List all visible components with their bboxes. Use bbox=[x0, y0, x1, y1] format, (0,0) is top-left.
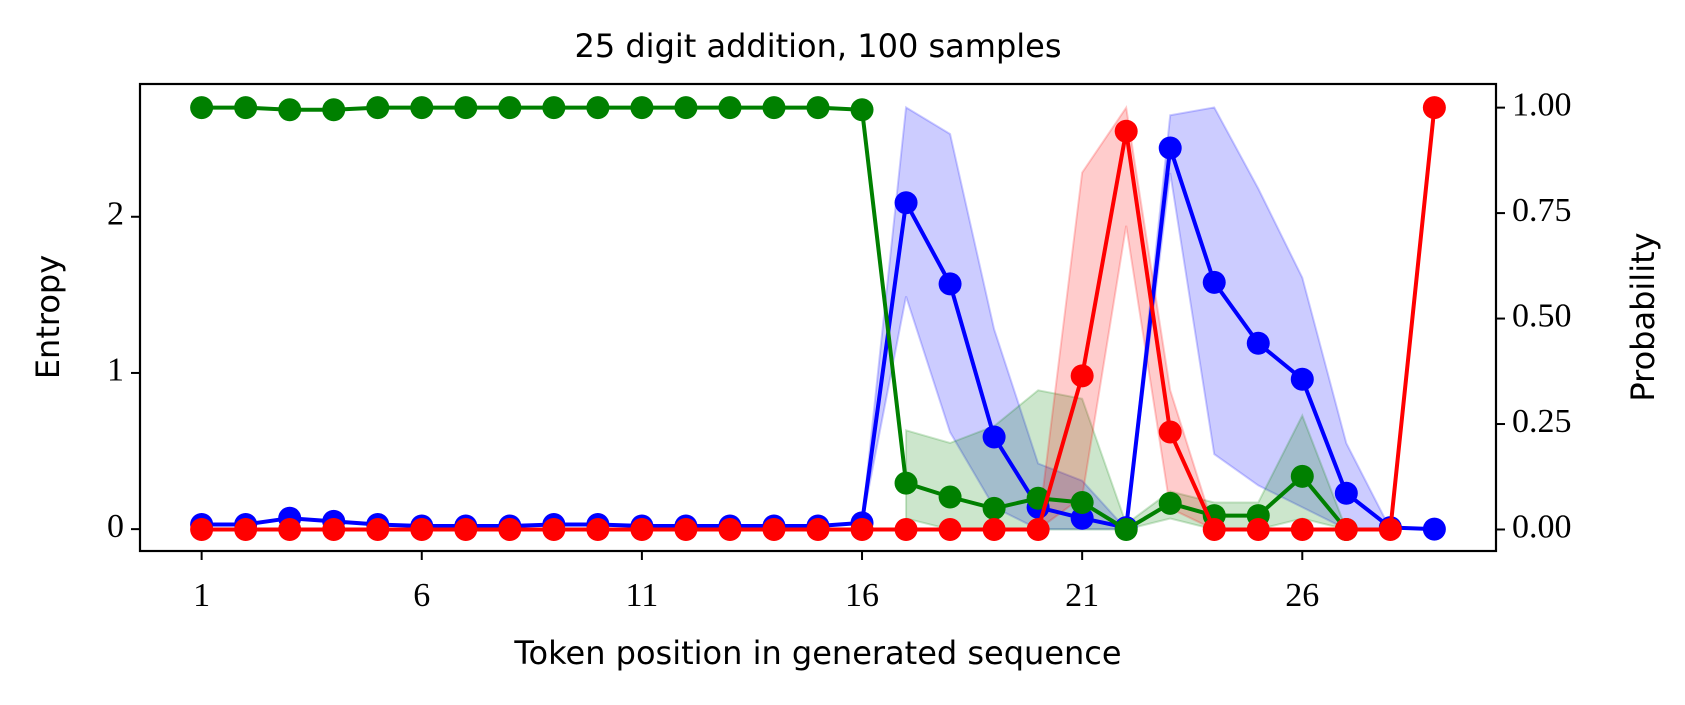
marker bbox=[806, 517, 830, 541]
marker bbox=[1290, 517, 1314, 541]
marker bbox=[498, 96, 522, 120]
y-axis-label: Entropy bbox=[29, 255, 67, 379]
marker bbox=[674, 517, 698, 541]
y2-tick-label: 1.00 bbox=[1512, 86, 1572, 123]
marker bbox=[894, 471, 918, 495]
marker bbox=[630, 517, 654, 541]
marker bbox=[938, 272, 962, 296]
marker bbox=[850, 517, 874, 541]
chart-title: 25 digit addition, 100 samples bbox=[574, 27, 1061, 65]
marker bbox=[410, 96, 434, 120]
marker bbox=[1246, 517, 1270, 541]
x-axis-label: Token position in generated sequence bbox=[513, 634, 1121, 672]
marker bbox=[982, 496, 1006, 520]
marker bbox=[1290, 464, 1314, 488]
marker bbox=[278, 98, 302, 122]
marker bbox=[454, 96, 478, 120]
marker bbox=[278, 517, 302, 541]
marker bbox=[762, 96, 786, 120]
marker bbox=[1114, 517, 1138, 541]
marker bbox=[454, 517, 478, 541]
marker bbox=[366, 517, 390, 541]
marker bbox=[190, 96, 214, 120]
marker bbox=[630, 96, 654, 120]
plot-frame bbox=[138, 82, 1498, 553]
x-tick-label: 1 bbox=[193, 577, 210, 614]
marker bbox=[1246, 331, 1270, 355]
marker bbox=[982, 517, 1006, 541]
marker bbox=[1114, 119, 1138, 143]
y2-tick-label: 0.50 bbox=[1512, 297, 1572, 334]
marker bbox=[1334, 481, 1358, 505]
marker bbox=[1070, 506, 1094, 530]
marker bbox=[410, 517, 434, 541]
marker bbox=[938, 485, 962, 509]
marker bbox=[1290, 367, 1314, 391]
marker bbox=[674, 96, 698, 120]
marker bbox=[366, 96, 390, 120]
marker bbox=[850, 98, 874, 122]
marker bbox=[982, 425, 1006, 449]
marker bbox=[1070, 490, 1094, 514]
marker bbox=[806, 96, 830, 120]
marker bbox=[542, 517, 566, 541]
x-tick-label: 6 bbox=[413, 577, 430, 614]
x-tick-label: 16 bbox=[845, 577, 879, 614]
marker bbox=[718, 517, 742, 541]
y-tick-label: 2 bbox=[107, 196, 124, 233]
marker bbox=[1070, 364, 1094, 388]
marker bbox=[1378, 517, 1402, 541]
y2-tick-label: 0.25 bbox=[1512, 403, 1572, 440]
x-tick-label: 21 bbox=[1065, 577, 1099, 614]
marker bbox=[322, 517, 346, 541]
marker bbox=[1202, 270, 1226, 294]
marker bbox=[586, 96, 610, 120]
y-tick-label: 0 bbox=[107, 508, 124, 545]
marker bbox=[1202, 517, 1226, 541]
x-tick-label: 26 bbox=[1285, 577, 1319, 614]
x-tick-label: 11 bbox=[626, 577, 659, 614]
marker bbox=[1334, 517, 1358, 541]
marker bbox=[1422, 517, 1446, 541]
marker bbox=[1158, 491, 1182, 515]
marker bbox=[1158, 420, 1182, 444]
marker bbox=[1158, 136, 1182, 160]
marker bbox=[1026, 517, 1050, 541]
marker bbox=[894, 517, 918, 541]
marker bbox=[190, 517, 214, 541]
marker bbox=[586, 517, 610, 541]
marker bbox=[1422, 96, 1446, 120]
marker bbox=[234, 96, 258, 120]
y2-axis-label: Probability bbox=[1624, 232, 1662, 401]
y2-tick-label: 0.75 bbox=[1512, 192, 1572, 229]
marker bbox=[938, 517, 962, 541]
marker bbox=[894, 191, 918, 215]
marker bbox=[542, 96, 566, 120]
marker bbox=[498, 517, 522, 541]
y2-tick-label: 0.00 bbox=[1512, 508, 1572, 545]
marker bbox=[322, 98, 346, 122]
marker bbox=[234, 517, 258, 541]
marker bbox=[762, 517, 786, 541]
y-tick-label: 1 bbox=[107, 352, 124, 389]
marker bbox=[718, 96, 742, 120]
